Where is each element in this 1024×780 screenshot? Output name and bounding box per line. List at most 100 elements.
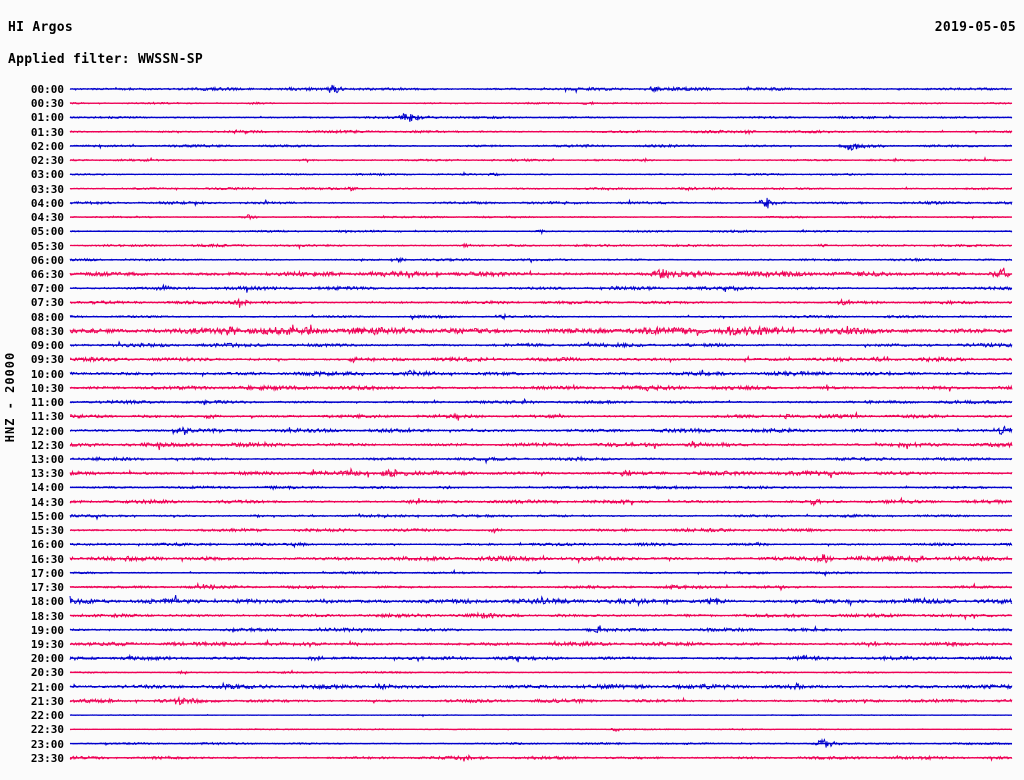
time-tick-1700: 17:00 bbox=[30, 566, 64, 580]
time-tick-1630: 16:30 bbox=[30, 552, 64, 566]
time-tick-1930: 19:30 bbox=[30, 637, 64, 651]
time-tick-1830: 18:30 bbox=[30, 609, 64, 623]
trace-waveform bbox=[69, 455, 1013, 465]
time-tick-0530: 05:30 bbox=[30, 239, 64, 253]
trace-waveform bbox=[69, 754, 1013, 762]
time-tick-0600: 06:00 bbox=[30, 253, 64, 267]
trace-waveform bbox=[69, 283, 1013, 293]
time-tick-0100: 01:00 bbox=[30, 111, 64, 125]
trace-waveform bbox=[69, 256, 1013, 264]
time-tick-1400: 14:00 bbox=[30, 481, 64, 495]
trace-waveform bbox=[69, 171, 1013, 177]
trace-waveform bbox=[69, 512, 1013, 521]
trace-waveform bbox=[69, 100, 1013, 106]
time-tick-0200: 02:00 bbox=[30, 139, 64, 153]
trace-waveform bbox=[69, 737, 1013, 748]
trace-waveform bbox=[69, 186, 1013, 192]
time-tick-0000: 00:00 bbox=[30, 83, 64, 96]
trace-waveform bbox=[69, 484, 1013, 491]
trace-waveform bbox=[69, 410, 1013, 421]
time-tick-0400: 04:00 bbox=[30, 196, 64, 210]
time-tick-0700: 07:00 bbox=[30, 282, 64, 296]
trace-waveform bbox=[69, 197, 1013, 209]
applied-filter-label: Applied filter: WWSSN-SP bbox=[8, 52, 204, 67]
trace-waveform bbox=[69, 681, 1013, 691]
trace-waveform bbox=[69, 324, 1013, 337]
time-tick-1230: 12:30 bbox=[30, 438, 64, 452]
trace-waveform bbox=[69, 214, 1013, 221]
trace-waveform bbox=[69, 297, 1013, 308]
time-tick-2100: 21:00 bbox=[30, 680, 64, 694]
time-tick-1330: 13:30 bbox=[30, 467, 64, 481]
trace-waveform bbox=[69, 242, 1012, 251]
time-tick-1200: 12:00 bbox=[30, 424, 64, 438]
time-tick-1030: 10:30 bbox=[30, 381, 64, 395]
time-tick-1530: 15:30 bbox=[30, 524, 64, 538]
trace-waveform bbox=[69, 624, 1013, 634]
time-tick-1130: 11:30 bbox=[30, 410, 64, 424]
time-tick-1900: 19:00 bbox=[30, 623, 64, 637]
time-tick-2330: 23:30 bbox=[30, 751, 64, 765]
trace-waveform bbox=[69, 527, 1013, 534]
trace-waveform bbox=[69, 228, 1013, 236]
time-tick-2300: 23:00 bbox=[30, 737, 64, 751]
time-tick-2230: 22:30 bbox=[30, 723, 64, 737]
trace-waveform bbox=[69, 695, 1013, 706]
trace-waveform bbox=[69, 369, 1013, 378]
trace-waveform bbox=[69, 340, 1013, 349]
time-tick-1000: 10:00 bbox=[30, 367, 64, 381]
trace-waveform bbox=[69, 156, 1013, 164]
time-tick-2200: 22:00 bbox=[30, 709, 64, 723]
time-tick-2000: 20:00 bbox=[30, 652, 64, 666]
station-title: HI Argos bbox=[8, 20, 74, 35]
time-tick-0130: 01:30 bbox=[30, 125, 64, 139]
trace-waveform bbox=[69, 397, 1013, 406]
trace-waveform bbox=[69, 84, 1013, 94]
trace-waveform bbox=[70, 727, 1013, 732]
record-date: 2019-05-05 bbox=[934, 20, 1016, 35]
time-tick-1730: 17:30 bbox=[30, 581, 64, 595]
trace-waveform bbox=[69, 383, 1013, 392]
time-tick-1300: 13:00 bbox=[30, 452, 64, 466]
trace-waveform bbox=[69, 112, 1013, 122]
time-tick-0730: 07:30 bbox=[30, 296, 64, 310]
time-tick-1430: 14:30 bbox=[30, 495, 64, 509]
time-tick-2130: 21:30 bbox=[30, 694, 64, 708]
trace-waveform bbox=[69, 611, 1013, 621]
time-tick-0630: 06:30 bbox=[30, 267, 64, 281]
trace-waveform bbox=[69, 466, 1013, 479]
trace-waveform bbox=[69, 653, 1013, 663]
time-tick-0900: 09:00 bbox=[30, 339, 64, 353]
trace-waveform bbox=[69, 267, 1013, 280]
time-tick-0300: 03:00 bbox=[30, 168, 64, 182]
trace-waveform bbox=[69, 541, 1013, 549]
trace-waveform bbox=[69, 568, 1013, 577]
time-tick-1600: 16:00 bbox=[30, 538, 64, 552]
time-tick-1500: 15:00 bbox=[30, 509, 64, 523]
time-tick-0800: 08:00 bbox=[30, 310, 64, 324]
trace-waveform bbox=[69, 581, 1013, 592]
trace-waveform bbox=[69, 713, 1013, 718]
trace-waveform bbox=[69, 354, 1013, 364]
trace-waveform bbox=[69, 638, 1013, 649]
time-tick-1800: 18:00 bbox=[30, 595, 64, 609]
time-tick-0500: 05:00 bbox=[30, 225, 64, 239]
time-tick-0330: 03:30 bbox=[30, 182, 64, 196]
trace-waveform bbox=[69, 143, 1013, 151]
time-tick-0430: 04:30 bbox=[30, 211, 64, 225]
time-tick-0230: 02:30 bbox=[30, 154, 64, 168]
time-tick-2030: 20:30 bbox=[30, 666, 64, 680]
trace-waveform bbox=[69, 440, 1013, 451]
trace-waveform bbox=[69, 496, 1013, 507]
trace-waveform bbox=[69, 129, 1013, 136]
time-tick-0830: 08:30 bbox=[30, 324, 64, 338]
trace-waveform bbox=[69, 425, 1013, 436]
trace-waveform bbox=[69, 669, 1013, 675]
time-tick-1100: 11:00 bbox=[30, 396, 64, 410]
trace-waveform bbox=[69, 554, 1013, 565]
trace-waveform bbox=[69, 594, 1013, 608]
trace-waveform bbox=[69, 312, 1012, 321]
